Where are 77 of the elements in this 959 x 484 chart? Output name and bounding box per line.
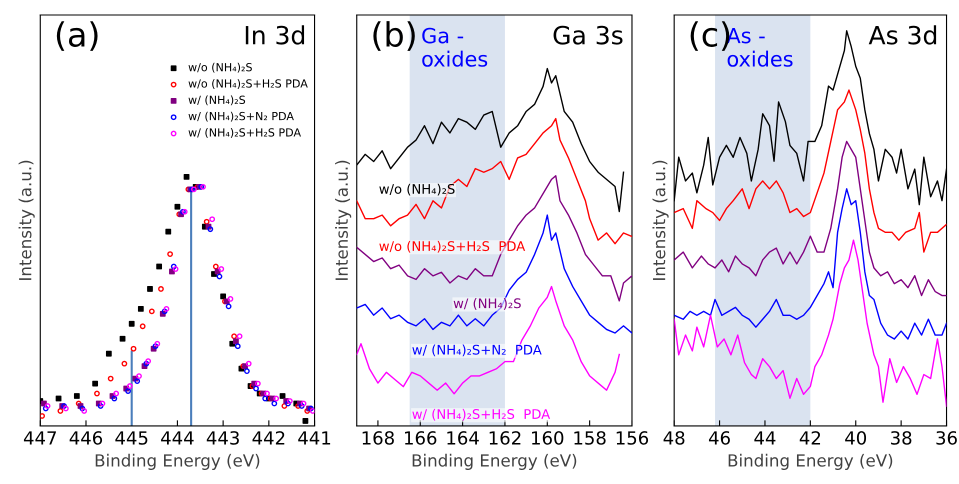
chart-subtitle: In 3d	[246, 25, 304, 45]
point	[233, 338, 239, 344]
x-tick-label: 168	[362, 431, 394, 445]
series-label: w/o (NH₄)₂S	[379, 184, 455, 196]
x-tick-label: 443	[206, 431, 239, 445]
point	[156, 264, 162, 270]
band-label: As - oxides	[726, 28, 793, 67]
chart-subtitle: Ga 3s	[554, 26, 623, 45]
point	[132, 376, 138, 382]
y-axis-title: Intensity (a.u.)	[18, 160, 35, 280]
x-tick-label: 42	[800, 431, 820, 444]
point	[92, 380, 98, 386]
chart-subtitle: As 3d	[868, 25, 936, 45]
x-tick-label: 156	[616, 431, 648, 445]
point	[160, 310, 166, 317]
point	[174, 204, 180, 210]
x-tick-label: 46	[708, 431, 730, 445]
x-tick-label: 444	[161, 431, 194, 444]
x-tick-label: 442	[252, 431, 284, 444]
series-label: w/o (NH₄)₂S+H₂S PDA	[379, 240, 526, 253]
point	[214, 268, 221, 274]
point	[78, 403, 84, 409]
point	[138, 306, 144, 312]
x-tick-label: 447	[24, 431, 56, 444]
point	[206, 224, 212, 230]
x-tick-label: 48	[664, 431, 684, 445]
y-axis-title: Intensity (a.u.)	[335, 160, 352, 280]
series-label: w/ (NH₄)₂S+N₂ PDA	[412, 344, 542, 356]
x-tick-label: 44	[754, 431, 776, 444]
band-label: Ga - oxides	[422, 28, 488, 67]
x-axis-title: Binding Energy (eV)	[96, 454, 260, 470]
series-label: w/ (NH₄)₂S+H₂S PDA	[412, 408, 550, 421]
point	[147, 286, 153, 292]
x-tick-label: 160	[532, 431, 564, 445]
point	[110, 393, 116, 399]
point	[74, 393, 80, 399]
x-tick-label: 38	[891, 431, 912, 445]
x-axis-title: Binding Energy (eV)	[412, 454, 576, 470]
point	[120, 336, 126, 342]
x-tick-label: 445	[115, 431, 148, 445]
chart-title: (b)	[373, 21, 415, 51]
y-axis-title: Intensity (a.u.)	[652, 160, 669, 280]
point	[220, 294, 226, 300]
legend-label: w/ (NH₄)₂S+H₂S PDA	[188, 128, 301, 138]
point	[297, 400, 303, 406]
legend-label: w/o (NH₄)₂S	[188, 62, 252, 73]
series-label: w/ (NH₄)₂S	[454, 298, 521, 310]
legend-label: w/ (NH₄)₂S	[188, 95, 246, 106]
point	[123, 386, 130, 392]
chart-title: (c)	[690, 21, 730, 51]
point	[142, 363, 148, 370]
x-tick-label: 441	[298, 431, 330, 444]
point	[211, 271, 217, 277]
x-tick-label: 446	[70, 431, 102, 445]
x-axis-title: Binding Energy (eV)	[728, 454, 892, 470]
point	[165, 228, 172, 235]
point	[41, 400, 47, 406]
x-tick-label: 162	[490, 431, 520, 445]
x-tick-label: 158	[574, 431, 606, 445]
point	[280, 393, 286, 399]
chart-title: (a)	[56, 21, 98, 51]
x-tick-label: 164	[447, 431, 479, 445]
x-tick-label: 36	[936, 431, 957, 445]
point	[128, 320, 135, 327]
point	[302, 418, 308, 424]
x-tick-label: 166	[405, 431, 436, 445]
legend-label: w/o (NH₄)₂S+H₂S PDA	[188, 79, 308, 89]
point	[150, 346, 157, 352]
point	[106, 350, 112, 357]
x-tick-label: 40	[845, 431, 866, 445]
point	[251, 380, 258, 386]
point	[96, 400, 102, 406]
point	[56, 396, 62, 402]
point	[184, 174, 190, 180]
legend-label: w/ (NH₄)₂S+N₂ PDA	[188, 112, 294, 122]
point	[283, 398, 290, 404]
point	[169, 268, 175, 274]
